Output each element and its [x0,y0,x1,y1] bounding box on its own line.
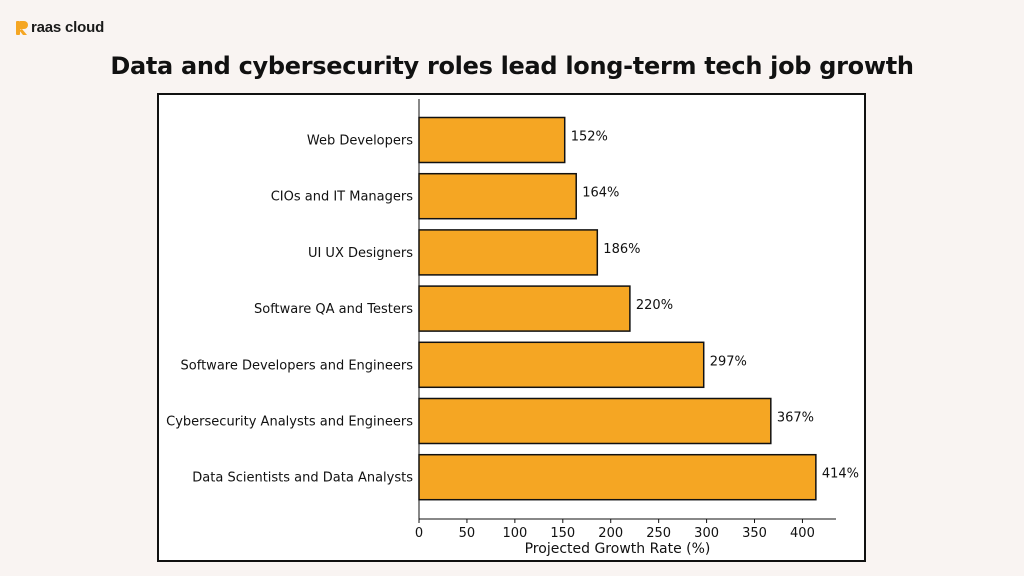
x-tick-label: 350 [742,526,767,541]
category-label: UI UX Designers [308,246,413,261]
category-label: Web Developers [307,134,413,149]
bar-1 [418,116,566,164]
bar-6 [418,397,772,445]
bar-5 [418,341,705,389]
bar-3 [418,229,599,276]
chart-frame: Web Developers 152% CIOs and IT Managers 16… [157,93,866,562]
value-label: 186% [603,242,640,257]
value-label: 367% [777,411,814,426]
page-title: Data and cybersecurity roles lead long-t… [110,52,914,80]
x-tick-label: 50 [459,526,476,541]
raas-logo-icon [16,20,28,35]
category-label: CIOs and IT Managers [271,190,414,205]
value-label: 414% [822,467,859,482]
x-tick-label: 0 [415,526,423,541]
x-tick-label: 200 [598,526,623,541]
category-label: Software QA and Testers [254,302,413,317]
bar-chart: Web Developers 152% CIOs and IT Managers 16… [166,99,859,557]
value-label: 152% [571,130,608,145]
bar-2 [418,172,577,220]
x-tick-label: 100 [502,526,527,541]
brand-name: raas cloud [31,19,105,36]
x-tick-label: 250 [646,526,671,541]
category-label: Data Scientists and Data Analysts [192,471,413,486]
value-label: 220% [636,298,673,313]
x-tick-label: 150 [550,526,575,541]
category-label: Software Developers and Engineers [181,358,414,373]
value-label: 297% [710,354,747,369]
bar-4 [418,285,631,332]
x-axis-title: Projected Growth Rate (%) [525,541,711,557]
category-label: Cybersecurity Analysts and Engineers [166,415,413,430]
value-label: 164% [582,186,619,201]
x-tick-label: 300 [694,526,719,541]
bar-7 [418,453,817,501]
brand: raas cloud [16,19,104,36]
x-tick-label: 400 [790,526,815,541]
